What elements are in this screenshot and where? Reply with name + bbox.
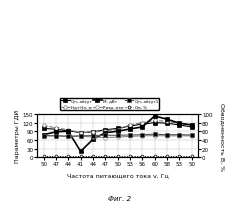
Legend: Qн, абсут, Нд+Нл, м, М, дВт, Ризр, атм, Qн, абсут1, Ов, %: Qн, абсут, Нд+Нл, м, М, дВт, Ризр, атм, … bbox=[60, 98, 159, 111]
Text: Фиг. 2: Фиг. 2 bbox=[108, 195, 132, 201]
Y-axis label: Обводненность В, %: Обводненность В, % bbox=[220, 102, 225, 170]
X-axis label: Частота питающего тока v, Гц: Частота питающего тока v, Гц bbox=[67, 172, 168, 177]
Y-axis label: Параметры ГДИ: Параметры ГДИ bbox=[15, 109, 20, 162]
